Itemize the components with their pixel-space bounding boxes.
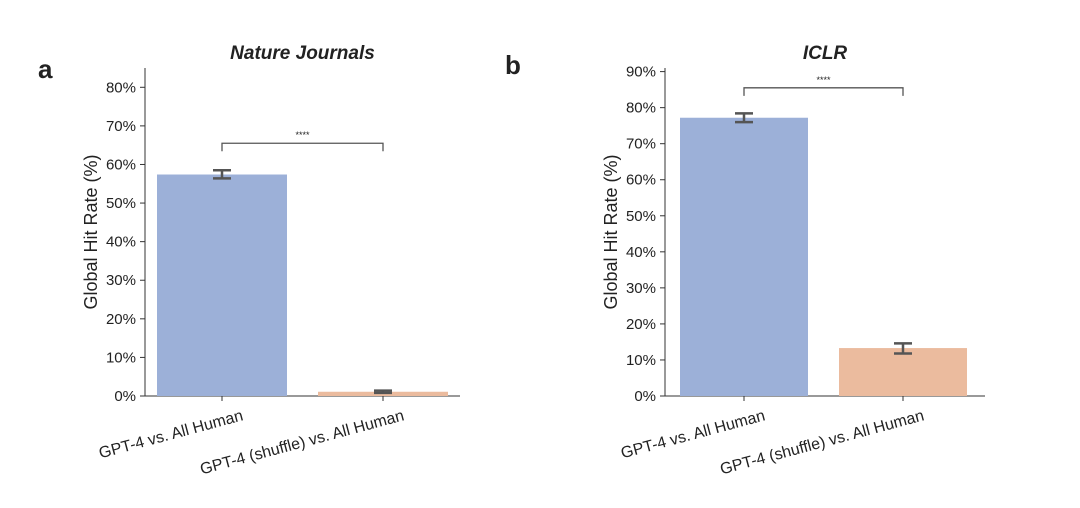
- chart-0-x-tick-label: GPT-4 vs. All Human: [97, 407, 245, 462]
- chart-0-bar: [157, 174, 287, 396]
- chart-0-panel-letter: a: [38, 54, 53, 84]
- chart-1-title: ICLR: [803, 43, 848, 64]
- chart-0-significance-bracket: [221, 142, 384, 152]
- chart-0-y-tick-label: 30%: [106, 272, 136, 289]
- chart-1-significance-bracket: [743, 87, 904, 96]
- chart-1-y-tick-label: 50%: [626, 208, 656, 225]
- chart-0-y-tick-label: 70%: [106, 118, 136, 135]
- chart-0-y-tick-label: 80%: [106, 79, 136, 96]
- chart-0-y-tick-label: 40%: [106, 234, 136, 251]
- chart-0-y-axis-label: Global Hit Rate (%): [81, 154, 101, 309]
- chart-0-y-tick-label: 10%: [106, 349, 136, 366]
- chart-1-bar: [839, 348, 967, 396]
- chart-0-y-tick-label: 0%: [114, 388, 136, 405]
- chart-0-y-tick-label: 50%: [106, 195, 136, 212]
- chart-1-panel-letter: b: [505, 50, 521, 80]
- chart-1-y-tick-label: 80%: [626, 100, 656, 117]
- chart-1-y-tick-label: 20%: [626, 316, 656, 333]
- chart-1-y-tick-label: 30%: [626, 280, 656, 297]
- chart-0-y-tick-label: 20%: [106, 311, 136, 328]
- chart-0-title: Nature Journals: [230, 43, 375, 64]
- chart-1-y-tick-label: 60%: [626, 172, 656, 189]
- chart-0-y-tick-label: 60%: [106, 156, 136, 173]
- chart-1-significance-label: ****: [816, 75, 831, 85]
- chart-1-y-tick-label: 0%: [634, 388, 656, 405]
- chart-1-y-tick-label: 40%: [626, 244, 656, 261]
- chart-1-bar: [680, 117, 808, 396]
- chart-1-y-axis-label: Global Hit Rate (%): [601, 154, 621, 309]
- chart-0-significance-label: ****: [295, 130, 310, 140]
- chart-0-panel: a Nature Journals Global Hit Rate (%) 0% 10%…: [38, 43, 460, 478]
- chart-1-y-tick-label: 10%: [626, 352, 656, 369]
- chart-1-panel: b ICLR Global Hit Rate (%) 0% 10% 20% 30% 40% 50…: [505, 43, 985, 478]
- chart-1-y-tick-label: 90%: [626, 64, 656, 81]
- chart-1-y-tick-label: 70%: [626, 136, 656, 153]
